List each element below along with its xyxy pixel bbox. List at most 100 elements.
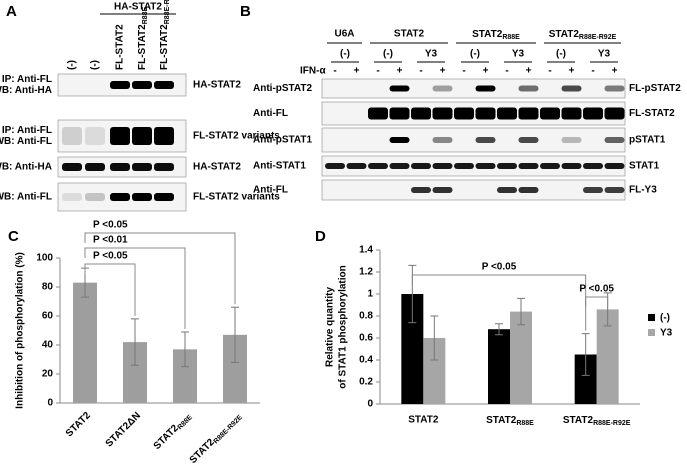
row-label: WB: Anti-FL <box>0 192 52 203</box>
significance-bracket <box>84 232 236 305</box>
blot-band <box>561 163 582 169</box>
lane-label: FL-STAT2R88E-R92E <box>159 0 171 70</box>
annotation: P <0.05 <box>482 262 517 273</box>
group-label: STAT2R88E-R92E <box>549 29 617 41</box>
blot-band <box>432 107 453 120</box>
y-axis-label: Inhibition of phosphorylation (%) <box>15 252 26 409</box>
subgroup-label: (-) <box>340 49 350 60</box>
band-label: STAT1 <box>629 161 660 172</box>
annotation: P <0.05 <box>93 220 128 231</box>
blot-band <box>540 163 560 169</box>
blot <box>321 78 626 99</box>
subgroup-label: Y3 <box>512 49 525 60</box>
blot-band <box>583 163 603 169</box>
blot-band <box>518 137 539 143</box>
blot-band <box>561 107 582 120</box>
group-label: STAT2 <box>394 29 425 40</box>
blot-band <box>518 85 539 92</box>
blot-band <box>154 163 174 171</box>
x-tick-label: STAT2R88E <box>486 415 534 427</box>
significance-bracket <box>585 296 609 307</box>
y-tick-label: 40 <box>42 340 54 351</box>
band-label: FL-pSTAT2 <box>629 83 681 94</box>
significance-bracket <box>84 247 186 329</box>
error-bar <box>181 331 189 368</box>
blot-band <box>154 127 174 145</box>
panel-label: B <box>240 3 251 20</box>
y-tick-label: 1 <box>367 289 373 300</box>
blot-band <box>432 163 453 169</box>
y-tick-label: 0.2 <box>359 377 373 388</box>
treatment-sign: - <box>376 66 379 77</box>
error-bar <box>131 318 139 366</box>
blot-band <box>110 81 130 89</box>
band-label: HA-STAT2 <box>193 162 241 173</box>
bar <box>401 294 424 404</box>
y-tick-label: 1.4 <box>359 245 373 256</box>
band-label: FL-STAT2 <box>629 108 675 119</box>
lane-label: FL-STAT2 <box>115 24 126 70</box>
blot-band <box>518 187 539 193</box>
blot-band <box>411 163 431 169</box>
blot <box>321 127 626 153</box>
blot-band <box>411 107 431 120</box>
subgroup-label: (-) <box>556 49 566 60</box>
subgroup-label: Y3 <box>425 49 438 60</box>
row-label: WB: Anti-HA <box>0 162 52 173</box>
x-tick-label: STAT2 <box>408 415 439 426</box>
blot-band <box>540 107 560 120</box>
blot-band <box>389 85 410 92</box>
y-tick-label: 80 <box>42 282 54 293</box>
y-tick-label: 20 <box>42 369 54 380</box>
y-tick-label: 0.6 <box>359 333 373 344</box>
y-tick-label: 0 <box>47 398 53 409</box>
band-label: FL-STAT2 variants <box>193 192 280 203</box>
blot-band <box>62 127 82 145</box>
blot-band <box>475 163 496 169</box>
blot-band <box>475 107 496 120</box>
blot-band <box>389 163 410 169</box>
row-label: WB: Anti-HA <box>0 85 52 96</box>
blot-band <box>325 163 345 169</box>
blot-band <box>132 127 152 145</box>
subgroup-label: (-) <box>470 49 480 60</box>
row-label: IP: Anti-FL <box>2 125 52 136</box>
bar <box>73 282 97 403</box>
y-tick-label: 0 <box>367 399 373 410</box>
error-bar <box>231 306 239 363</box>
bar <box>596 309 619 404</box>
band-label: FL-Y3 <box>629 185 657 196</box>
row-label: IP: Anti-FL <box>2 74 52 85</box>
header: HA-STAT2 <box>114 2 162 13</box>
annotation: P <0.01 <box>93 235 128 246</box>
bar <box>574 354 597 404</box>
blot-band <box>604 85 625 92</box>
y-tick-label: 100 <box>36 253 53 264</box>
row-label: Anti-pSTAT1 <box>253 135 313 146</box>
blot-band <box>389 107 410 120</box>
row-label: Anti-STAT1 <box>253 161 306 172</box>
blot-band <box>85 127 105 145</box>
blot-band <box>518 107 539 120</box>
legend-label: (-) <box>660 313 670 324</box>
blot-band <box>432 137 453 143</box>
blot-band <box>432 187 453 193</box>
blot-band <box>497 163 517 169</box>
treatment-sign: - <box>591 66 594 77</box>
treatment-sign: + <box>440 66 446 77</box>
treatment-sign: - <box>333 66 336 77</box>
row-label: WB: Anti-FL <box>0 136 52 147</box>
y-axis-label: of STAT1 phosphorylation <box>338 265 349 389</box>
error-bar <box>430 315 439 361</box>
blot-band <box>62 163 82 171</box>
legend-swatch <box>648 329 655 336</box>
y-tick-label: 1.2 <box>359 267 373 278</box>
y-tick-label: 0.8 <box>359 311 373 322</box>
blot-band <box>368 163 388 169</box>
treatment-sign: + <box>397 66 403 77</box>
annotation: P <0.05 <box>93 251 128 262</box>
significance-bracket <box>84 263 136 316</box>
blot-band <box>132 81 152 89</box>
row-label: Anti-FL <box>253 108 288 119</box>
